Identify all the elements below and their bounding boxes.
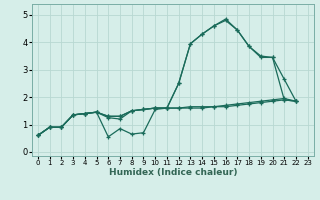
X-axis label: Humidex (Indice chaleur): Humidex (Indice chaleur) [108, 168, 237, 177]
